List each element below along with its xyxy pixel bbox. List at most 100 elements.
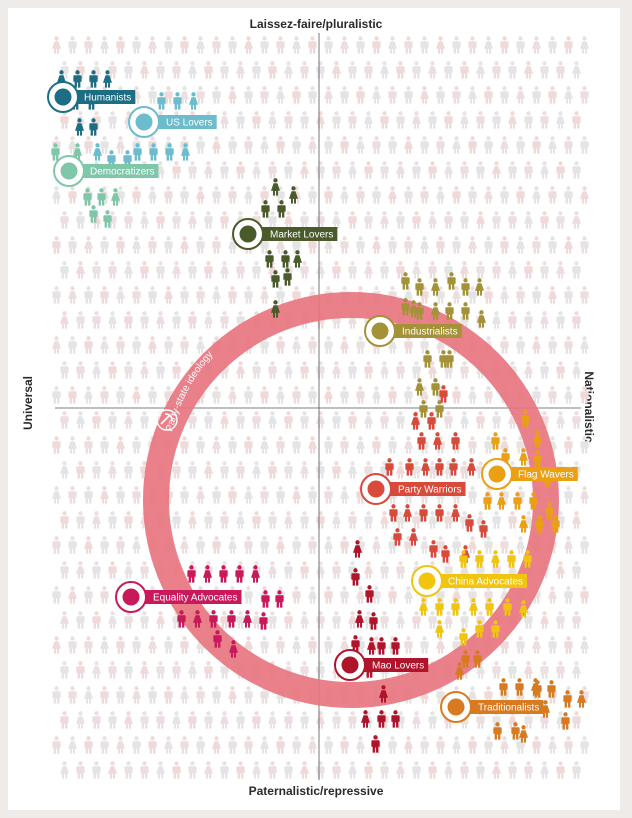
background-figure	[148, 686, 157, 704]
background-figure	[380, 411, 389, 429]
background-figure	[180, 286, 189, 304]
background-figure	[572, 261, 581, 279]
background-figure	[356, 136, 365, 154]
background-figure	[324, 536, 333, 554]
background-figure	[436, 36, 445, 54]
background-figure	[524, 61, 533, 79]
background-figure	[276, 436, 285, 454]
background-figure	[396, 461, 405, 479]
background-figure	[388, 436, 397, 454]
background-figure	[572, 511, 581, 529]
background-figure	[116, 386, 125, 404]
background-figure	[308, 536, 317, 554]
background-figure	[484, 136, 493, 154]
group-label-box	[509, 467, 578, 481]
background-figure	[564, 586, 573, 604]
background-figure	[524, 661, 533, 679]
background-figure	[364, 361, 373, 379]
background-figure	[148, 236, 157, 254]
background-figure	[124, 561, 133, 579]
party-state-ring	[143, 292, 559, 708]
background-figure	[52, 336, 61, 354]
background-figure	[204, 711, 213, 729]
background-figure	[404, 36, 413, 54]
background-figure	[188, 511, 197, 529]
background-figure	[268, 161, 277, 179]
background-figure	[220, 211, 229, 229]
background-figure	[164, 636, 173, 654]
background-figure	[164, 286, 173, 304]
background-figure	[428, 211, 437, 229]
background-figure	[164, 686, 173, 704]
background-figure	[412, 611, 421, 629]
background-figure	[124, 511, 133, 529]
background-figure	[340, 486, 349, 504]
background-figure	[380, 361, 389, 379]
background-figure	[404, 86, 413, 104]
background-figure	[508, 261, 517, 279]
background-figure	[108, 361, 117, 379]
background-figure	[244, 386, 253, 404]
background-figure	[244, 136, 253, 154]
background-figure	[60, 361, 69, 379]
background-figure	[132, 686, 141, 704]
background-figure	[212, 86, 221, 104]
background-figure	[108, 261, 117, 279]
background-figure	[244, 36, 253, 54]
background-figure	[540, 311, 549, 329]
background-figure	[524, 161, 533, 179]
background-figure	[84, 36, 93, 54]
background-figure	[172, 511, 181, 529]
background-figure	[556, 161, 565, 179]
background-figure	[380, 611, 389, 629]
background-figure	[492, 411, 501, 429]
background-figure	[564, 336, 573, 354]
background-figure	[228, 86, 237, 104]
background-figure	[100, 336, 109, 354]
background-figure	[292, 536, 301, 554]
background-figure	[324, 386, 333, 404]
background-figure	[220, 161, 229, 179]
background-figure	[348, 761, 357, 779]
background-figure	[220, 411, 229, 429]
background-figure	[476, 411, 485, 429]
background-figure	[140, 261, 149, 279]
background-figure	[84, 336, 93, 354]
background-figure	[148, 636, 157, 654]
background-figure	[156, 611, 165, 629]
figure-democratizers	[97, 188, 106, 206]
background-figure	[284, 761, 293, 779]
background-figure	[404, 636, 413, 654]
background-figure	[196, 436, 205, 454]
background-figure	[308, 386, 317, 404]
background-figure	[540, 761, 549, 779]
background-figure	[84, 136, 93, 154]
background-figure	[228, 136, 237, 154]
background-figure	[156, 311, 165, 329]
background-figure	[172, 661, 181, 679]
background-figure	[268, 211, 277, 229]
background-figure	[388, 236, 397, 254]
background-figure	[460, 111, 469, 129]
background-figure	[572, 561, 581, 579]
background-figure	[252, 61, 261, 79]
background-figure	[564, 536, 573, 554]
background-figure	[468, 486, 477, 504]
background-figure	[76, 511, 85, 529]
background-figure	[60, 411, 69, 429]
background-figure	[308, 186, 317, 204]
background-figure	[212, 186, 221, 204]
background-figure	[108, 461, 117, 479]
background-figure	[444, 761, 453, 779]
background-figure	[84, 736, 93, 754]
background-figure	[308, 736, 317, 754]
background-figure	[276, 636, 285, 654]
background-figure	[396, 411, 405, 429]
background-figure	[196, 86, 205, 104]
background-figure	[340, 736, 349, 754]
background-figure	[92, 761, 101, 779]
background-figure	[548, 136, 557, 154]
background-figure	[340, 36, 349, 54]
background-figure	[204, 411, 213, 429]
background-figure	[244, 686, 253, 704]
